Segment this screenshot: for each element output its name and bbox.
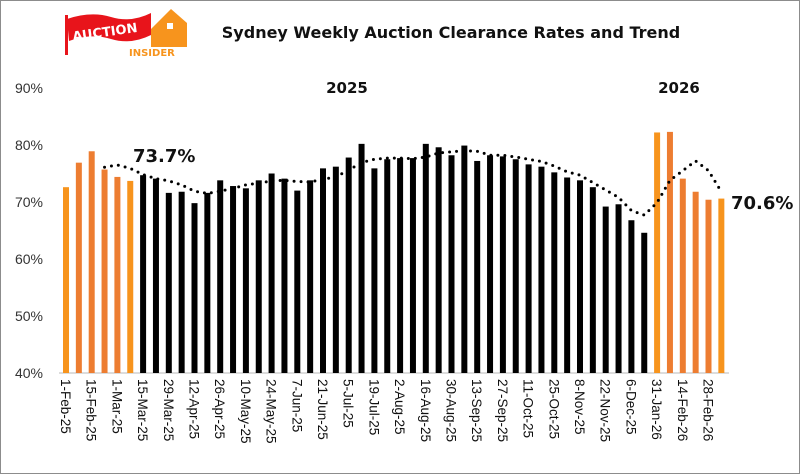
x-tick-label: 22-Nov-25 (598, 379, 613, 442)
bar-14-Jun-25 (307, 180, 314, 373)
bar-13-Sep-25 (474, 160, 481, 373)
x-tick-label: 6-Dec-25 (623, 379, 638, 435)
x-tick-label: 14-Feb-26 (675, 379, 690, 441)
bar-6-Sep-25 (461, 145, 468, 373)
y-tick-label: 80% (15, 137, 43, 153)
bar-8-Mar-25 (127, 180, 134, 373)
bar-28-Feb-26 (705, 199, 712, 373)
bar-15-Nov-25 (589, 187, 596, 373)
bar-1-Feb-25 (63, 187, 69, 373)
bar-5-Apr-25 (178, 191, 185, 373)
x-tick-label: 12-Apr-25 (187, 379, 202, 439)
x-tick-label: 5-Jul-25 (341, 379, 356, 428)
start-value-label: 73.7% (133, 146, 195, 167)
bar-8-Nov-25 (577, 180, 583, 373)
year-label-2026: 2026 (658, 79, 700, 97)
bar-7-Jun-25 (294, 190, 301, 373)
bar-27-Sep-25 (499, 156, 506, 373)
bar-12-Apr-25 (191, 203, 198, 373)
bar-19-Jul-25 (371, 168, 378, 373)
y-tick-label: 90% (15, 80, 43, 96)
bar-19-Apr-25 (204, 192, 211, 373)
bar-14-Feb-26 (679, 178, 686, 373)
bar-17-May-25 (255, 180, 262, 373)
y-tick-label: 70% (15, 194, 43, 210)
bar-24-May-25 (268, 173, 275, 373)
bar-13-Dec-25 (641, 232, 648, 373)
x-tick-label: 10-May-25 (238, 379, 253, 444)
x-tick-label: 28-Feb-26 (701, 379, 716, 441)
bar-15-Feb-25 (88, 151, 95, 373)
x-tick-label: 7-Jun-25 (289, 379, 304, 432)
bar-31-May-25 (281, 178, 288, 373)
bar-8-Feb-25 (75, 162, 82, 373)
x-tick-label: 15-Mar-25 (135, 379, 150, 441)
bar-21-Jun-25 (320, 168, 326, 373)
y-tick-label: 40% (15, 365, 43, 381)
bar-29-Nov-25 (615, 204, 622, 373)
x-tick-label: 31-Jan-26 (649, 379, 664, 440)
y-tick-label: 60% (15, 251, 43, 267)
bar-30-Aug-25 (448, 155, 455, 373)
x-tick-label: 15-Feb-25 (84, 379, 99, 441)
logo: AUCTION INSIDER (65, 9, 187, 59)
bar-26-Apr-25 (217, 180, 224, 373)
bar-23-Aug-25 (435, 147, 442, 373)
y-tick-label: 50% (15, 308, 43, 324)
end-value-label: 70.6% (731, 193, 793, 214)
bar-12-Jul-25 (358, 143, 365, 373)
bar-1-Nov-25 (564, 177, 571, 373)
bar-3-May-25 (230, 186, 237, 373)
bar-2-Aug-25 (397, 158, 404, 373)
bar-11-Oct-25 (525, 164, 532, 373)
x-tick-label: 1-Mar-25 (109, 379, 124, 434)
x-tick-label: 1-Feb-25 (58, 379, 73, 434)
bar-26-Jul-25 (384, 159, 391, 373)
bars (63, 131, 725, 373)
bar-22-Mar-25 (152, 178, 159, 373)
logo-text-bottom: INSIDER (129, 48, 175, 59)
bar-6-Dec-25 (628, 220, 635, 373)
x-tick-label: 25-Oct-25 (546, 379, 561, 439)
x-tick-label: 16-Aug-25 (418, 379, 433, 442)
bar-25-Oct-25 (551, 172, 558, 373)
bar-29-Mar-25 (165, 192, 172, 373)
y-axis: 40% 50% 60% 70% 80% 90% (15, 80, 43, 381)
x-tick-label: 19-Jul-25 (366, 379, 381, 435)
bar-7-Feb-26 (666, 131, 673, 373)
x-tick-label: 21-Jun-25 (315, 379, 330, 440)
x-tick-label: 29-Mar-25 (161, 379, 176, 441)
x-tick-label: 2-Aug-25 (392, 379, 407, 435)
bar-9-Aug-25 (409, 158, 416, 373)
x-tick-label: 27-Sep-25 (495, 379, 510, 442)
bar-1-Mar-25 (114, 176, 121, 373)
bar-15-Mar-25 (140, 175, 147, 373)
bar-16-Aug-25 (422, 143, 429, 373)
bar-10-May-25 (242, 188, 249, 373)
bar-5-Jul-25 (345, 157, 352, 373)
bar-28-Jun-25 (332, 166, 339, 373)
bar-7-Mar-26 (718, 198, 725, 373)
x-tick-label: 24-May-25 (264, 379, 279, 444)
year-label-2025: 2025 (326, 79, 368, 97)
x-tick-label: 8-Nov-25 (572, 379, 587, 435)
bar-31-Jan-26 (654, 132, 661, 373)
chart-title: Sydney Weekly Auction Clearance Rates an… (222, 23, 680, 42)
x-tick-label: 11-Oct-25 (521, 379, 536, 438)
x-axis: 1-Feb-25 15-Feb-25 1-Mar-25 15-Mar-25 29-Mar… (58, 379, 716, 444)
x-tick-label: 13-Sep-25 (469, 379, 484, 442)
bar-4-Oct-25 (512, 159, 519, 373)
x-tick-label: 26-Apr-25 (212, 379, 227, 439)
bar-18-Oct-25 (538, 166, 545, 373)
x-tick-label: 30-Aug-25 (444, 379, 459, 442)
bar-22-Nov-25 (602, 206, 609, 373)
bar-21-Feb-26 (692, 191, 699, 373)
bar-22-Feb-25 (101, 169, 108, 373)
bar-20-Sep-25 (487, 155, 494, 373)
